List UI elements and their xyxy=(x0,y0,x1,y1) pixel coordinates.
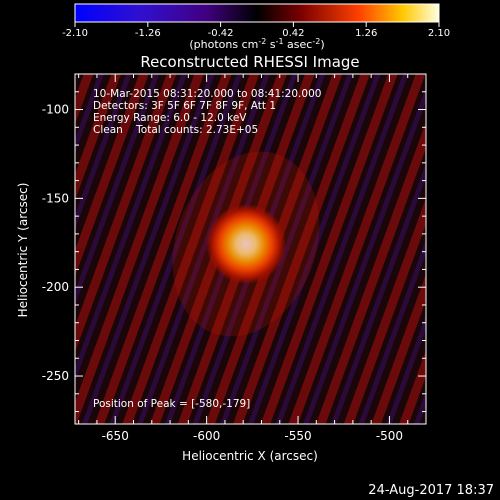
image-annotations: 10-Mar-2015 08:31:20.000 to 08:41:20.000… xyxy=(93,88,321,410)
y-tick-label: -250 xyxy=(42,369,69,383)
annotation-clean-counts: Clean Total counts: 2.73E+05 xyxy=(93,124,258,136)
colorbar-ticks: -2.10 -1.26 -0.42 0.42 1.26 2.10 xyxy=(62,22,450,39)
y-axis: -100 -150 -200 -250 xyxy=(42,73,426,413)
annotation-time-range: 10-Mar-2015 08:31:20.000 to 08:41:20.000 xyxy=(93,88,321,100)
annotation-peak-position: Position of Peak = [-580,-179] xyxy=(93,398,250,410)
x-axis-label: Heliocentric X (arcsec) xyxy=(182,449,318,463)
colorbar: -2.10 -1.26 -0.42 0.42 1.26 2.10 (photons cm-… xyxy=(62,3,450,51)
colorbar-tick-label: 0.42 xyxy=(282,28,304,39)
x-tick-label: -550 xyxy=(284,429,311,443)
x-tick-label: -500 xyxy=(376,429,403,443)
y-tick-label: -100 xyxy=(42,103,69,117)
x-axis: -650 -600 -550 -500 xyxy=(78,74,427,443)
footer-timestamp: 24-Aug-2017 18:37 xyxy=(368,483,494,498)
colorbar-tick-label: -1.26 xyxy=(135,28,161,39)
colorbar-tick-label: -2.10 xyxy=(62,28,88,39)
annotation-detectors: Detectors: 3F 5F 6F 7F 8F 9F, Att 1 xyxy=(93,100,276,112)
colorbar-gradient xyxy=(75,4,439,22)
y-tick-label: -150 xyxy=(42,191,69,205)
rhessi-image xyxy=(75,74,426,424)
annotation-energy-range: Energy Range: 6.0 - 12.0 keV xyxy=(93,112,247,124)
x-tick-label: -600 xyxy=(193,429,220,443)
image-title: Reconstructed RHESSI Image xyxy=(140,53,359,71)
flare-source xyxy=(206,204,286,284)
colorbar-tick-label: 2.10 xyxy=(428,28,450,39)
y-axis-label: Heliocentric Y (arcsec) xyxy=(16,183,30,318)
x-tick-label: -650 xyxy=(102,429,129,443)
colorbar-tick-label: 1.26 xyxy=(355,28,377,39)
plot-frame xyxy=(74,73,427,425)
colorbar-unit-label: (photons cm-2 s-1 asec-2) xyxy=(189,37,324,51)
y-tick-label: -200 xyxy=(42,280,69,294)
colorbar-tick-label: -0.42 xyxy=(208,28,234,39)
